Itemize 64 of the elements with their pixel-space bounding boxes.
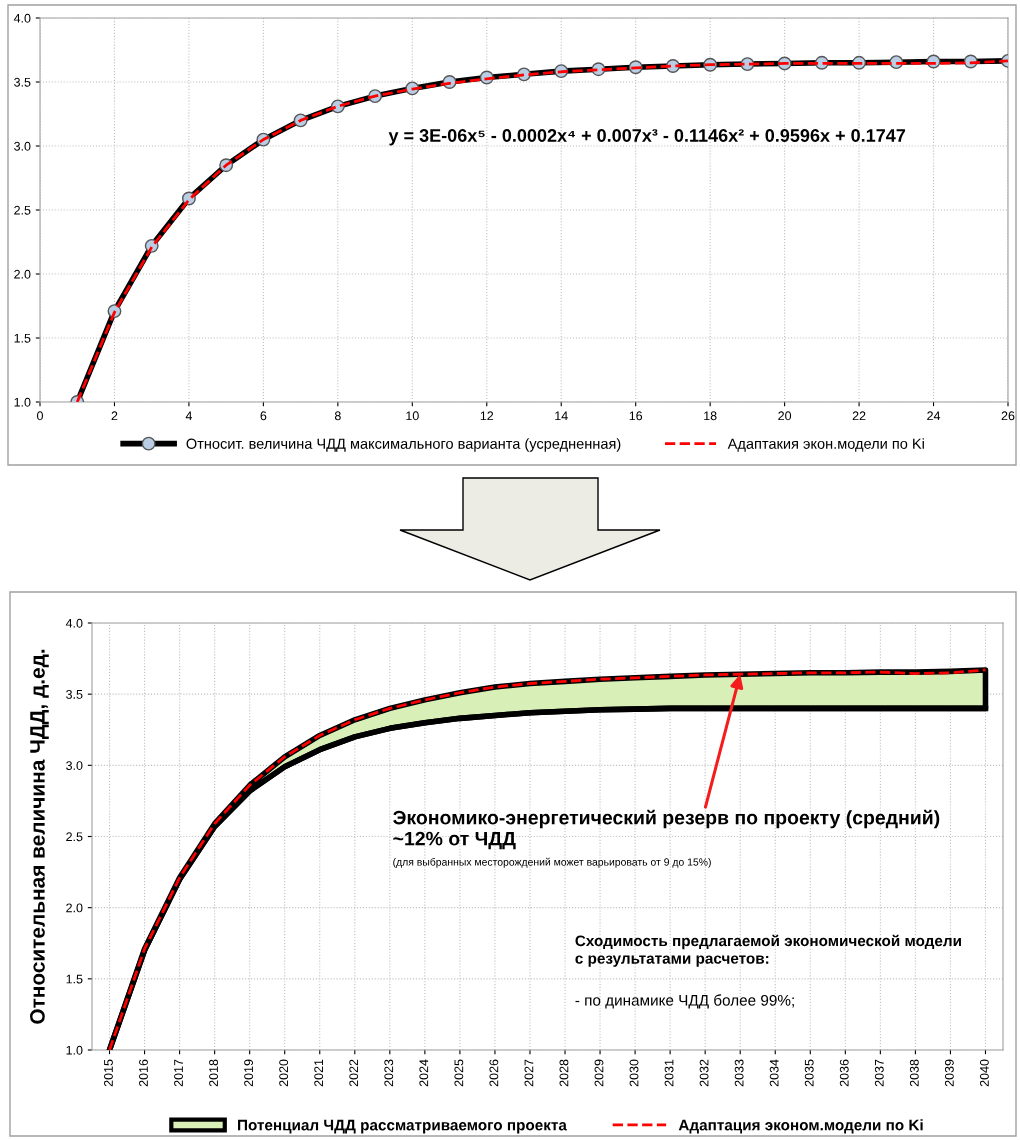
y-tick-label: 1.5: [14, 333, 31, 343]
x-tick-label: 2015: [104, 1059, 113, 1087]
x-tick-label: 14: [555, 411, 568, 421]
x-tick-label: 12: [480, 411, 494, 421]
x-tick-label: 2020: [279, 1059, 289, 1087]
x-tick-label: 2039: [944, 1059, 954, 1087]
annotation: y = 3E-06x⁵ - 0.0002x⁴ + 0.007x³ - 0.1146x² + 0.9596x + 0.1747: [388, 129, 906, 146]
legend-label: Потенциал ЧДД рассматриваемого проекта: [238, 1119, 567, 1134]
y-tick-label: 2.0: [14, 269, 31, 279]
x-tick-label: 2021: [314, 1059, 324, 1087]
x-tick-label: 2029: [594, 1059, 604, 1087]
x-tick-label: 2017: [174, 1059, 183, 1087]
y-tick-label: 1.0: [14, 397, 31, 407]
x-tick-label: 2: [111, 411, 118, 421]
y-tick-label: 2.5: [66, 832, 83, 842]
y-axis-title: Относительная величина ЧДД, д.ед.: [30, 649, 49, 1024]
y-tick-label: 3.0: [14, 141, 31, 151]
annotation: Экономико-энергетический резерв по проекту (средний) ~12% от ЧДД: [393, 809, 940, 850]
x-tick-label: 2034: [769, 1059, 779, 1087]
x-tick-label: 2028: [559, 1059, 569, 1087]
x-tick-label: 26: [1001, 411, 1015, 421]
annotation: Сходимость предлагаемой экономической модели с результатами расчетов:: [575, 934, 961, 967]
x-tick-label: 2040: [979, 1059, 989, 1087]
x-tick-label: 2035: [804, 1059, 814, 1087]
y-tick-label: 3.5: [14, 77, 31, 87]
x-tick-label: 2027: [524, 1059, 534, 1087]
legend-label: Адаптация эконом.модели по Ki: [678, 1119, 923, 1134]
x-tick-label: 18: [704, 411, 717, 421]
x-tick-label: 2036: [839, 1059, 849, 1087]
x-tick-label: 2016: [139, 1059, 148, 1087]
x-tick-label: 2025: [454, 1059, 464, 1087]
x-tick-label: 2026: [489, 1059, 499, 1087]
x-tick-label: 2018: [209, 1059, 218, 1087]
y-tick-label: 2.5: [14, 205, 31, 215]
x-tick-label: 6: [260, 411, 267, 421]
x-tick-label: 20: [778, 411, 792, 421]
annotation: (для выбранных месторождений может варьировать от 9 до 15%): [393, 857, 711, 868]
x-tick-label: 8: [334, 411, 341, 421]
x-tick-label: 24: [927, 411, 941, 421]
x-tick-label: 2033: [734, 1059, 744, 1087]
y-tick-label: 3.0: [66, 761, 83, 770]
annotation: - по динамике ЧДД более 99%;: [575, 994, 794, 1009]
y-tick-label: 2.0: [66, 903, 83, 913]
x-tick-label: 2030: [629, 1059, 639, 1087]
x-tick-label: 2024: [419, 1059, 429, 1087]
x-tick-label: 2037: [874, 1059, 884, 1087]
legend-label: Относит. величина ЧДД максимального варианта (усредненная): [186, 438, 621, 452]
x-tick-label: 2022: [349, 1059, 359, 1087]
x-tick-label: 2032: [699, 1059, 709, 1087]
legend-label: Адаптакия экон.модели по Ki: [727, 438, 924, 452]
x-tick-label: 4: [185, 411, 193, 421]
y-tick-label: 1.0: [66, 1045, 83, 1055]
x-tick-label: 2038: [909, 1059, 919, 1087]
y-tick-label: 4.0: [65, 618, 83, 628]
x-tick-label: 10: [406, 411, 419, 421]
x-tick-label: 2019: [244, 1059, 254, 1087]
x-tick-label: 22: [852, 411, 866, 421]
x-tick-label: 2031: [664, 1059, 674, 1087]
x-tick-label: 0: [37, 411, 43, 421]
y-tick-label: 3.5: [66, 689, 83, 699]
y-tick-label: 4.0: [13, 13, 31, 23]
x-tick-label: 2023: [384, 1059, 394, 1087]
y-tick-label: 1.5: [66, 974, 83, 984]
x-tick-label: 16: [629, 411, 643, 421]
